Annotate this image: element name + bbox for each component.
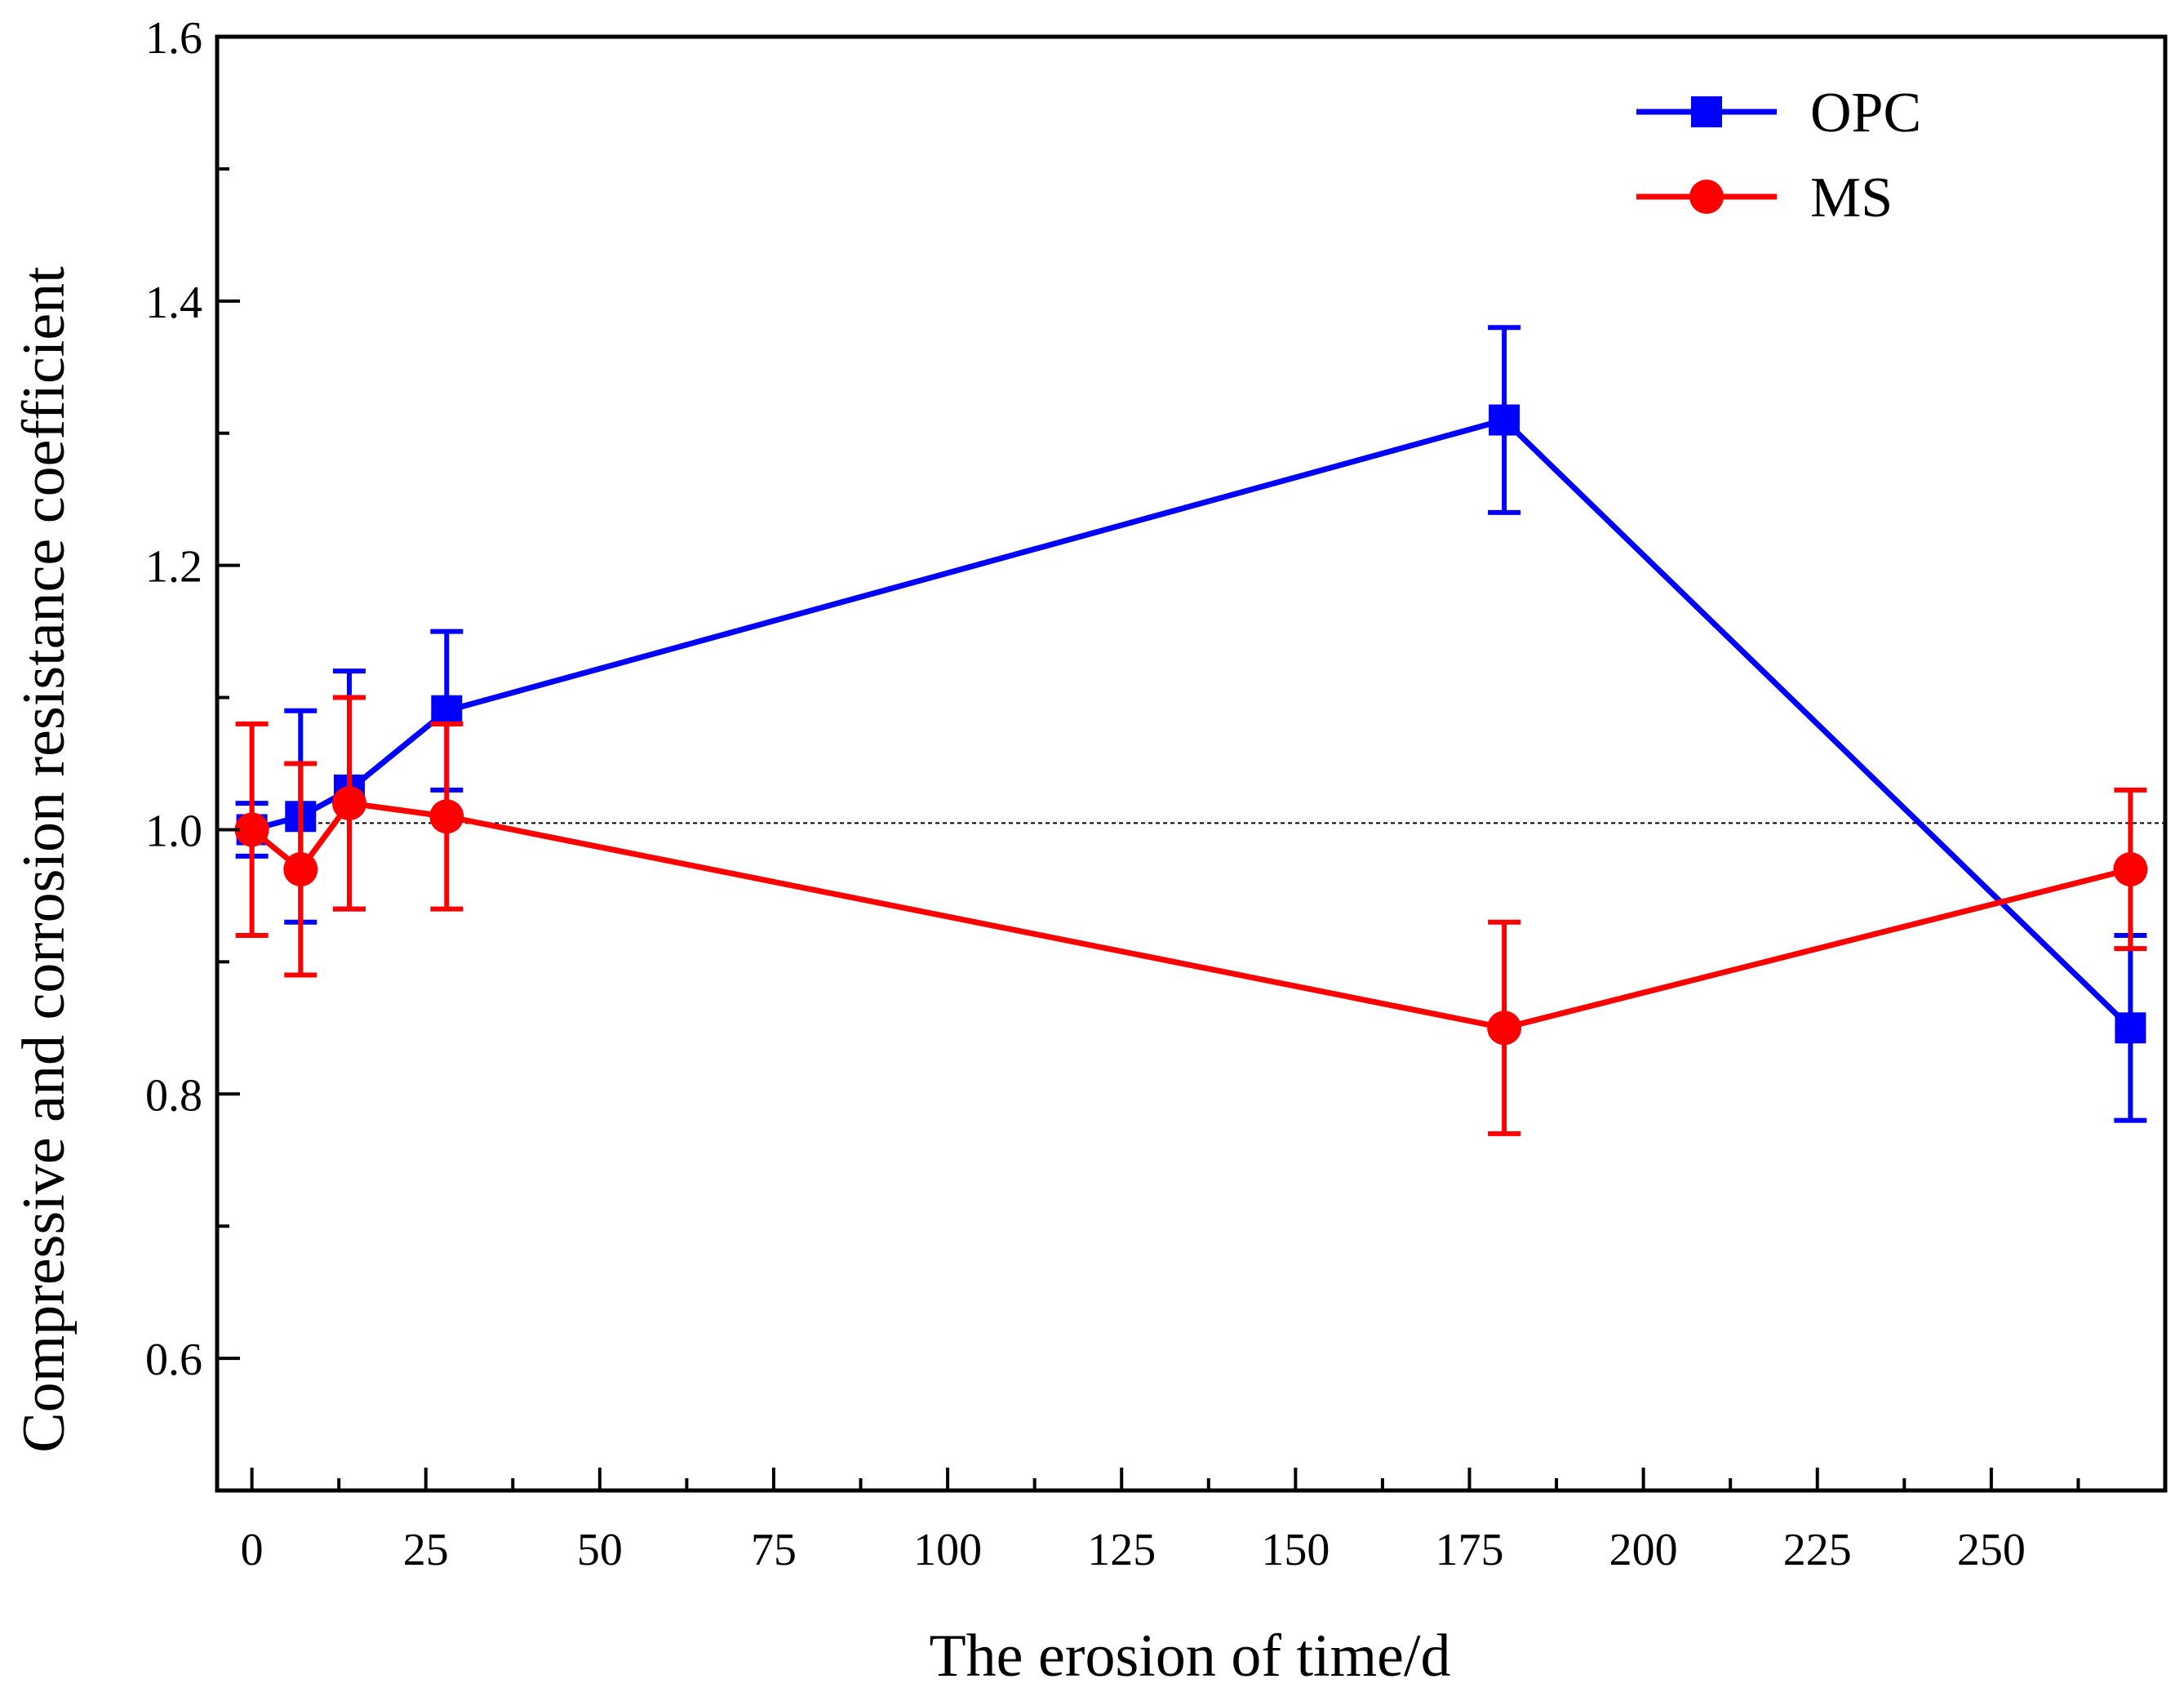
legend-marker-ms	[1689, 180, 1724, 214]
y-tick-label: 0.6	[145, 1335, 202, 1385]
data-point-ms	[234, 812, 269, 847]
x-tick-label: 0	[241, 1525, 264, 1575]
y-axis-title: Compressive and corrosion resistance coe…	[11, 266, 78, 1453]
x-axis-title: The erosion of time/d	[929, 1623, 1450, 1684]
y-tick-label: 1.4	[145, 278, 202, 328]
data-point-opc	[431, 695, 463, 726]
data-point-opc	[2115, 1012, 2146, 1044]
legend: OPC MS	[1636, 82, 1921, 229]
x-tick-label: 225	[1783, 1525, 1852, 1575]
x-tick-label: 175	[1436, 1525, 1504, 1575]
legend-marker-opc	[1691, 96, 1722, 127]
x-tick-label: 150	[1261, 1525, 1329, 1575]
data-point-ms	[283, 852, 318, 887]
x-tick-label: 200	[1609, 1525, 1678, 1575]
x-tick-label: 125	[1087, 1525, 1156, 1575]
x-tick-label: 25	[403, 1525, 449, 1575]
y-tick-label: 1.0	[145, 806, 202, 856]
y-tick-label: 1.2	[145, 542, 202, 593]
data-point-ms	[429, 799, 464, 834]
series-line-opc	[251, 417, 2133, 1030]
x-tick-label: 250	[1957, 1525, 2026, 1575]
y-tick-label: 1.6	[145, 13, 202, 64]
data-point-opc	[1489, 404, 1520, 436]
x-tick-label: 75	[751, 1525, 797, 1575]
axes-layer: 0 25 50 75 100 125 150 175 200 225 250 0.6 0.8 1.0 1.2…	[145, 13, 2168, 1575]
legend-label-opc: OPC	[1810, 82, 1921, 144]
series-line-ms	[250, 800, 2132, 1031]
data-point-ms	[331, 786, 366, 821]
y-tick-label: 0.8	[145, 1070, 202, 1121]
data-point-ms	[2113, 852, 2148, 887]
x-tick-label: 50	[577, 1525, 623, 1575]
x-tick-label: 100	[913, 1525, 982, 1575]
data-point-ms	[1487, 1011, 1522, 1046]
plot-frame	[215, 34, 2168, 1493]
series-layer	[234, 325, 2148, 1136]
legend-label-ms: MS	[1810, 167, 1893, 229]
